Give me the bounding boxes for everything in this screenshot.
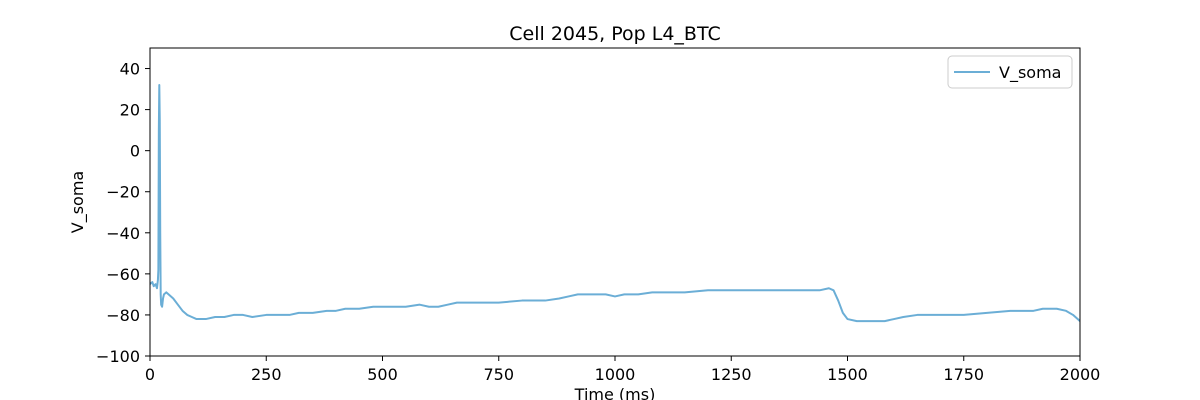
legend-label-v-soma: V_soma (999, 63, 1061, 83)
x-tick-label: 500 (367, 365, 398, 384)
plot-frame (149, 47, 1081, 357)
x-tick-label: 0 (145, 365, 155, 384)
series-line-v-soma (150, 83, 1080, 323)
x-tick-label: 2000 (1060, 365, 1101, 384)
y-tick-label: −100 (96, 347, 140, 366)
x-tick-label: 750 (483, 365, 514, 384)
legend-box (947, 55, 1073, 89)
legend: V_soma (947, 55, 1073, 89)
chart-title: Cell 2045, Pop L4_BTC (509, 23, 720, 45)
x-tick-label: 1500 (827, 365, 868, 384)
y-axis-ticks: −100 −80 −60 −40 −20 0 20 40 (96, 60, 150, 366)
y-tick-label: −40 (106, 224, 140, 243)
x-axis-label: Time (ms) (574, 385, 656, 400)
y-tick-label: 0 (130, 142, 140, 161)
y-tick-label: 20 (120, 101, 140, 120)
x-tick-label: 1750 (943, 365, 984, 384)
y-tick-label: 40 (120, 60, 140, 79)
x-tick-label: 1250 (711, 365, 752, 384)
y-tick-label: −20 (106, 183, 140, 202)
y-tick-label: −80 (106, 306, 140, 325)
x-tick-label: 250 (251, 365, 282, 384)
series-layer (150, 83, 1080, 323)
y-tick-label: −60 (106, 265, 140, 284)
x-axis-ticks: 0 250 500 750 1000 1250 1500 1750 2000 (145, 356, 1100, 384)
x-tick-label: 1000 (595, 365, 636, 384)
y-axis-label: V_soma (68, 171, 88, 233)
